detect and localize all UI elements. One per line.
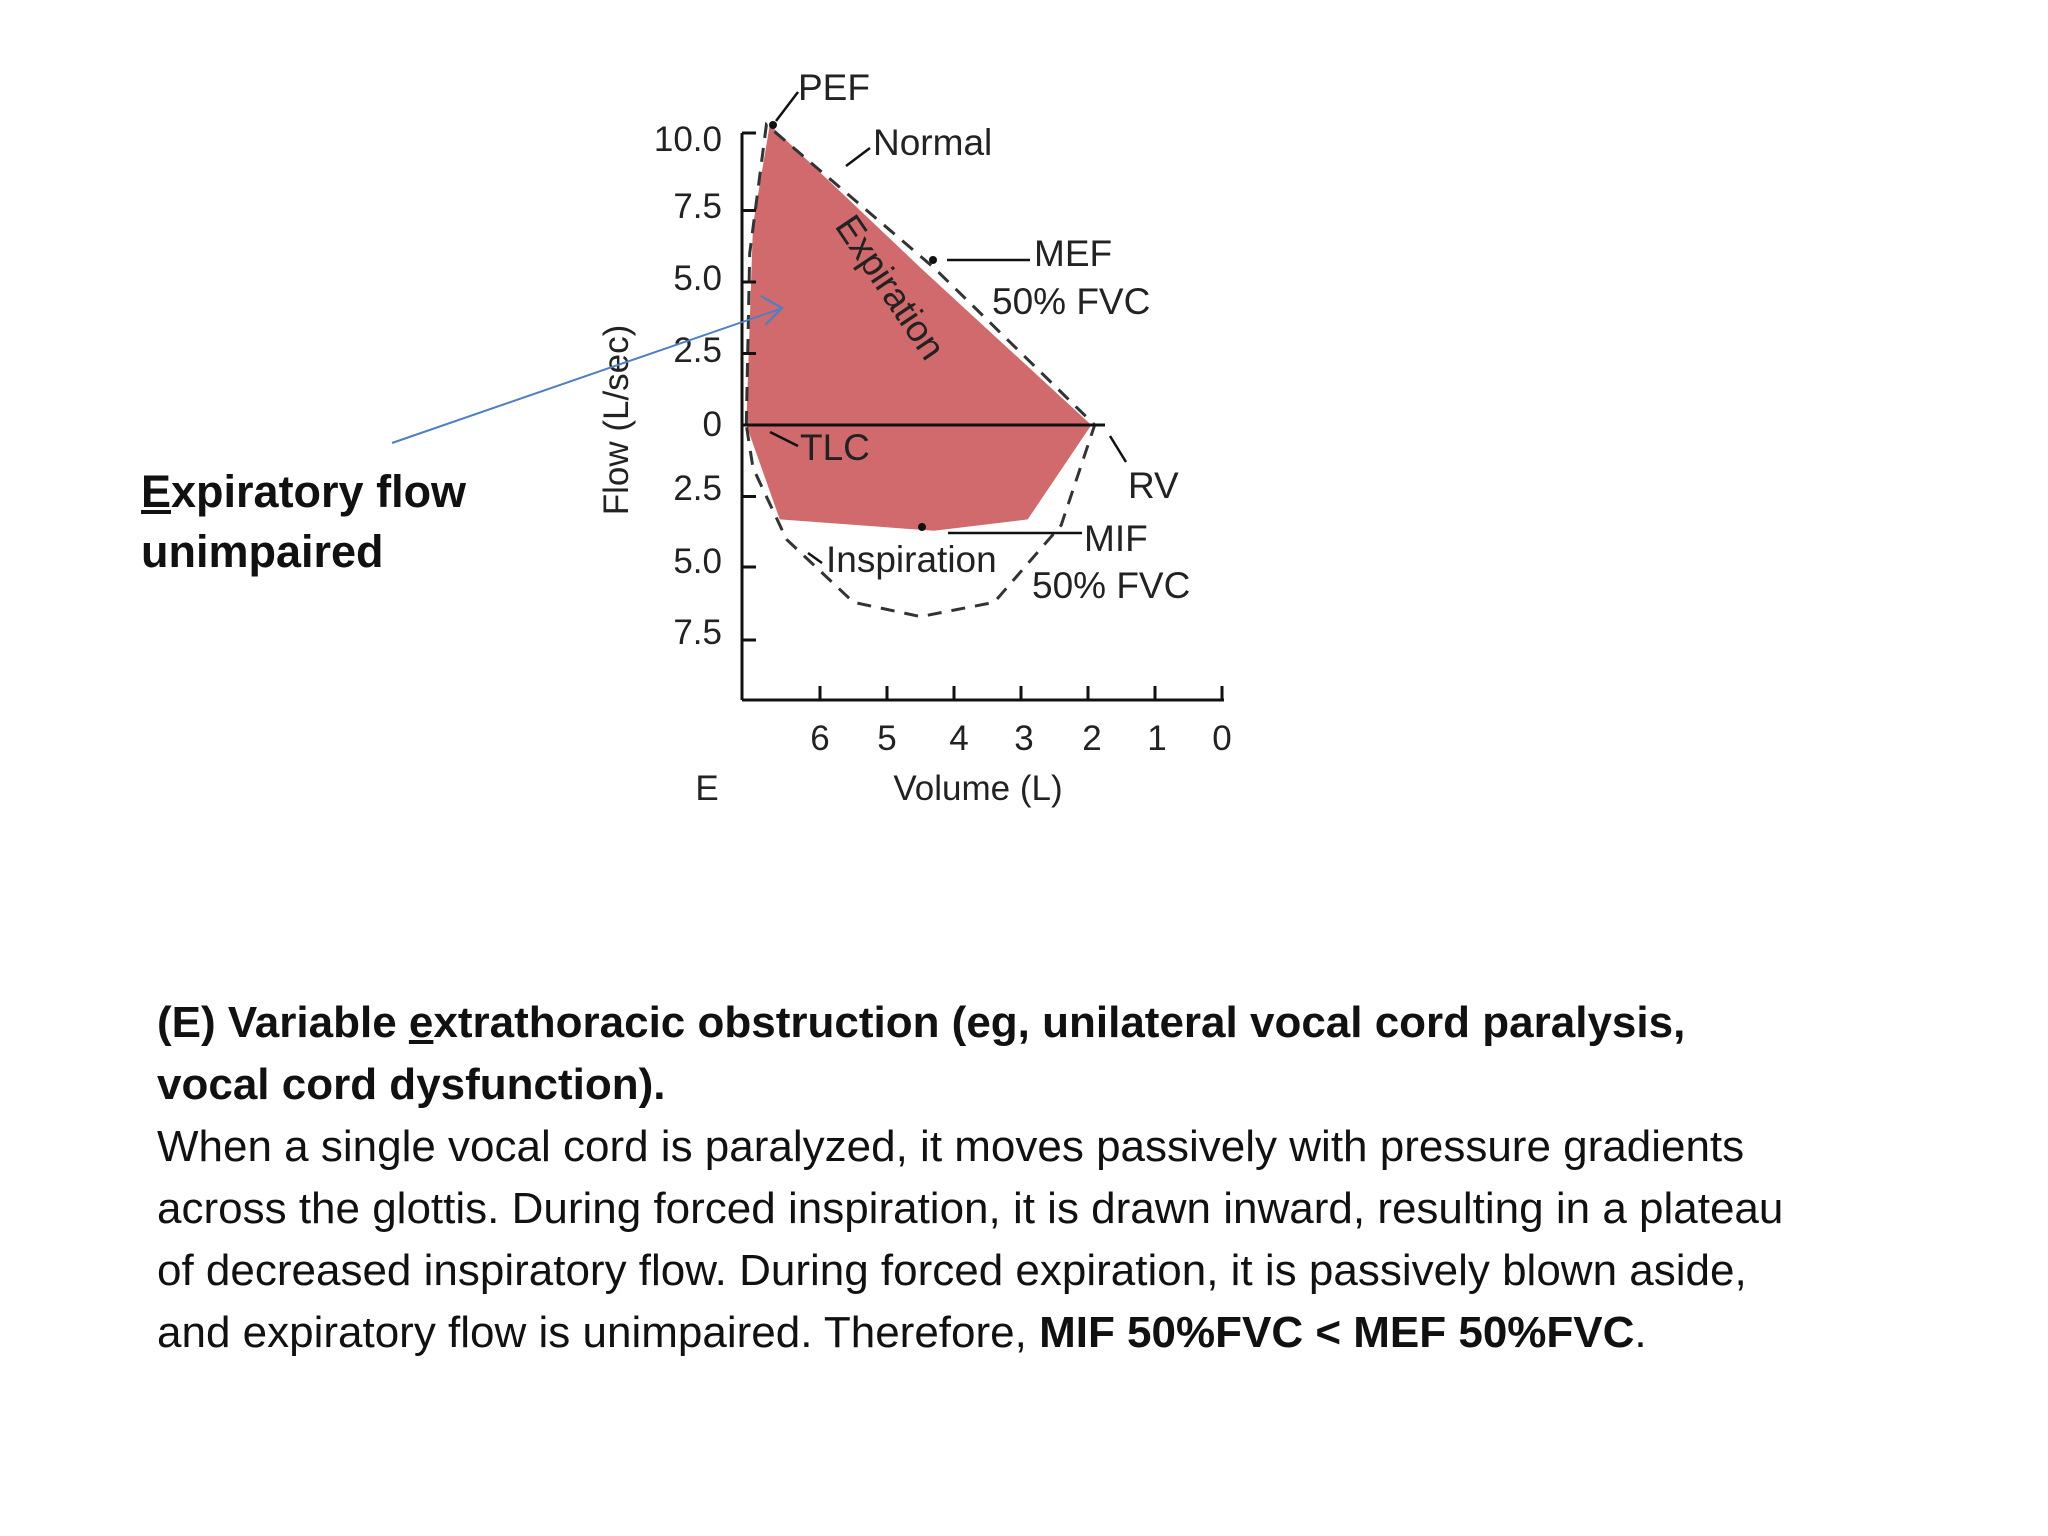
side-note: Expiratory flow unimpaired — [141, 462, 521, 582]
x-tick-label: 1 — [1147, 719, 1166, 758]
side-note-line-1-text: xpiratory flow — [171, 466, 467, 517]
caption-heading-rest: xtrathoracic obstruction (eg, unilateral… — [157, 998, 1686, 1109]
mif-fvc-label: 50% FVC — [1032, 565, 1190, 606]
side-note-line-2: unimpaired — [141, 526, 384, 577]
y-tick-label: 7.5 — [673, 187, 722, 226]
mif-label: MIF — [1084, 518, 1148, 559]
caption-end: . — [1634, 1308, 1647, 1357]
y-tick-label: 2.5 — [673, 469, 722, 508]
caption-body: When a single vocal cord is paralyzed, i… — [157, 1116, 1797, 1364]
caption: (E) Variable extrathoracic obstruction (… — [157, 992, 1797, 1364]
mef-fvc-label: 50% FVC — [992, 281, 1150, 322]
normal-pointer — [845, 147, 871, 167]
inspiration-pointer — [807, 551, 823, 565]
y-axis-title: Flow (L/sec) — [597, 325, 636, 516]
y-tick-label: 0 — [703, 405, 722, 444]
inspiration-filled-area — [746, 425, 1092, 531]
caption-heading-underlined-letter: e — [408, 998, 434, 1047]
side-note-pointer-arrow — [391, 308, 781, 444]
caption-heading: (E) Variable extrathoracic obstruction (… — [157, 992, 1797, 1116]
mif-point — [918, 523, 926, 531]
x-tick-label: 5 — [877, 719, 896, 758]
y-tick-marks — [742, 131, 756, 642]
inspiration-label: Inspiration — [826, 539, 997, 580]
tlc-pointer — [769, 430, 799, 448]
y-tick-label: 5.0 — [673, 542, 722, 581]
mef-point — [929, 256, 937, 264]
mef-label: MEF — [1034, 233, 1112, 274]
caption-body-text: When a single vocal cord is paralyzed, i… — [157, 1122, 1784, 1357]
x-tick-label: 4 — [949, 719, 968, 758]
rv-pointer — [1108, 435, 1128, 463]
x-tick-marks — [818, 686, 1224, 700]
x-axis-title: Volume (L) — [893, 769, 1062, 808]
pef-pointer — [775, 91, 799, 122]
normal-label: Normal — [873, 122, 992, 163]
rv-label: RV — [1128, 465, 1179, 506]
panel-label: E — [695, 769, 718, 808]
x-tick-label: 0 — [1212, 719, 1231, 758]
y-tick-label: 10.0 — [654, 120, 722, 159]
expiration-filled-area — [746, 124, 1092, 425]
y-tick-label: 7.5 — [673, 613, 722, 652]
pef-point — [769, 121, 777, 129]
side-note-underlined-letter: E — [141, 466, 172, 517]
x-tick-label: 2 — [1082, 719, 1101, 758]
x-tick-label: 6 — [810, 719, 829, 758]
side-note-arrowhead — [760, 295, 784, 326]
tlc-label: TLC — [800, 427, 870, 468]
caption-conclusion: MIF 50%FVC < MEF 50%FVC — [1039, 1308, 1635, 1357]
x-tick-label: 3 — [1014, 719, 1033, 758]
normal-loop-dashed-line — [744, 121, 1097, 619]
y-tick-label: 5.0 — [673, 259, 722, 298]
side-note-line-1: Expiratory flow — [141, 462, 521, 522]
pef-label: PEF — [798, 67, 870, 108]
caption-heading-prefix: (E) Variable — [157, 998, 409, 1047]
